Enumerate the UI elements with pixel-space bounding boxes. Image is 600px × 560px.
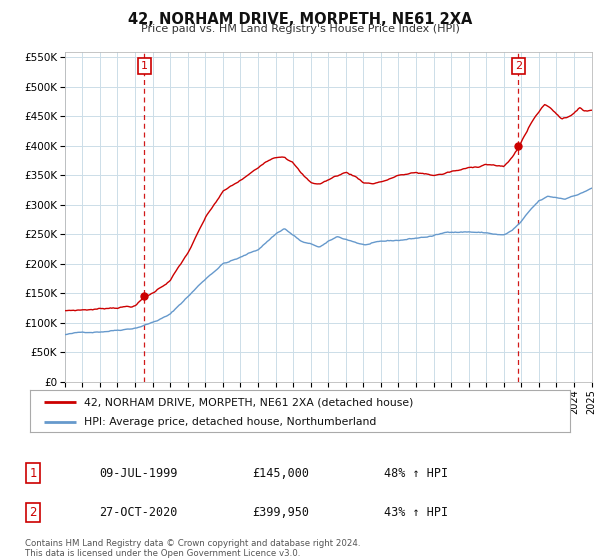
Text: £399,950: £399,950: [252, 506, 309, 519]
Text: This data is licensed under the Open Government Licence v3.0.: This data is licensed under the Open Gov…: [25, 549, 301, 558]
Text: HPI: Average price, detached house, Northumberland: HPI: Average price, detached house, Nort…: [84, 417, 376, 427]
Text: 1: 1: [141, 61, 148, 71]
Text: 42, NORHAM DRIVE, MORPETH, NE61 2XA: 42, NORHAM DRIVE, MORPETH, NE61 2XA: [128, 12, 472, 27]
Text: Price paid vs. HM Land Registry's House Price Index (HPI): Price paid vs. HM Land Registry's House …: [140, 24, 460, 34]
Text: £145,000: £145,000: [252, 466, 309, 480]
Text: 2: 2: [29, 506, 37, 519]
Text: 2: 2: [515, 61, 522, 71]
Text: 09-JUL-1999: 09-JUL-1999: [99, 466, 178, 480]
Text: 27-OCT-2020: 27-OCT-2020: [99, 506, 178, 519]
Text: 48% ↑ HPI: 48% ↑ HPI: [384, 466, 448, 480]
Text: 43% ↑ HPI: 43% ↑ HPI: [384, 506, 448, 519]
Text: 1: 1: [29, 466, 37, 480]
Text: 42, NORHAM DRIVE, MORPETH, NE61 2XA (detached house): 42, NORHAM DRIVE, MORPETH, NE61 2XA (det…: [84, 397, 413, 407]
Text: Contains HM Land Registry data © Crown copyright and database right 2024.: Contains HM Land Registry data © Crown c…: [25, 539, 361, 548]
